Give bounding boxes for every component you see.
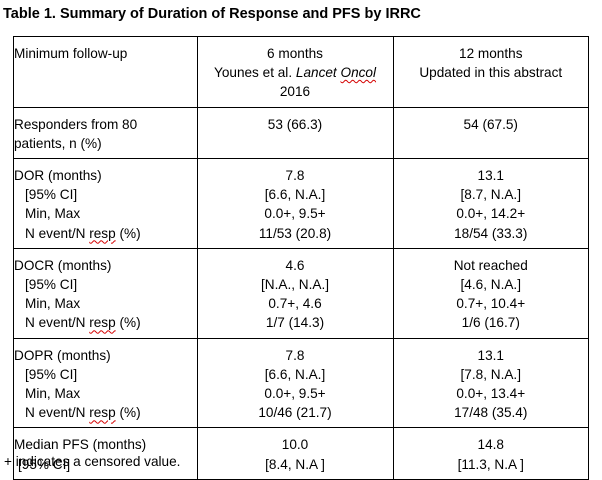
row-label: Min, Max — [14, 384, 198, 403]
row-label-part: (%) — [115, 225, 141, 241]
row-label-part: N event/N — [25, 315, 90, 331]
table-row: N event/N resp (%) 10/46 (21.7) 17/48 (3… — [14, 403, 589, 428]
header-col1: 6 months Younes et al. Lancet Oncol — [196, 36, 394, 83]
row-label-text: N event/N resp (%) — [14, 224, 141, 243]
row-label-text: [95% CI] — [18, 456, 71, 472]
row-value-col1: 10.0 — [196, 427, 394, 455]
header-label: Minimum follow-up — [13, 36, 197, 83]
row-value-col1: 11/53 (20.8) — [196, 223, 394, 249]
row-label-text: [95% CI] — [25, 366, 78, 382]
responders-col1: 53 (66.3) — [196, 106, 394, 134]
row-value-col1: 7.8 — [196, 337, 394, 365]
row-label-text: N event/N resp (%) — [14, 403, 141, 422]
row-label: N event/N resp (%) — [14, 313, 198, 338]
header-col1-year: 2016 — [196, 82, 394, 108]
row-label-part: (%) — [115, 315, 141, 331]
row-value-col1: 0.0+, 9.5+ — [196, 384, 394, 404]
header-col1-journal-a: Lancet — [295, 65, 337, 81]
header-label-text: Minimum follow-up — [14, 46, 128, 61]
row-value-col1: [6.6, N.A.] — [196, 185, 394, 205]
row-label: Median PFS (months) — [13, 427, 197, 455]
responders-col2: 54 (67.5) — [392, 106, 589, 134]
row-value-col1: 7.8 — [196, 158, 394, 186]
row-value-col2: 13.1 — [392, 337, 589, 365]
table-row: DOR (months) 7.8 13.1 — [13, 158, 589, 186]
row-label: DOCR (months) — [13, 247, 197, 276]
header-col1-journal-b: Oncol — [340, 65, 377, 81]
row-value-col2: [8.7, N.A.] — [392, 185, 589, 205]
row-label-part: resp — [89, 405, 116, 421]
row-value-col1: [N.A., N.A.] — [196, 275, 394, 295]
row-value-col2: 0.0+, 14.2+ — [392, 204, 589, 224]
row-value-col2: 1/6 (16.7) — [392, 313, 589, 339]
row-label-text: Min, Max — [25, 296, 81, 312]
row-value-col2: 13.1 — [392, 158, 589, 186]
row-label-part: N event/N — [25, 405, 90, 421]
row-value-col1: 1/7 (14.3) — [196, 313, 394, 339]
row-value-col1: 0.0+, 9.5+ — [196, 204, 394, 224]
row-label-text: Min, Max — [25, 386, 81, 402]
row-value-col1: [6.6, N.A.] — [196, 364, 394, 385]
row-value-col2: [11.3, N.A ] — [392, 454, 589, 480]
summary-table: Minimum follow-up 6 months Younes et al.… — [13, 36, 589, 480]
row-value-col1: [8.4, N.A ] — [196, 454, 394, 480]
row-value-col1: 0.7+, 4.6 — [196, 294, 394, 314]
row-label-part: resp — [89, 315, 116, 331]
table-row: DOPR (months) 7.8 13.1 — [13, 337, 589, 365]
header-col1-line1: 6 months — [267, 46, 323, 61]
row-label: [95% CI] — [14, 185, 198, 204]
table-row: DOCR (months) 4.6 Not reached — [13, 247, 589, 276]
header-col2: 12 months Updated in this abstract — [392, 36, 589, 83]
row-value-col1: 4.6 — [196, 247, 394, 276]
row-value-col2: [7.8, N.A.] — [392, 364, 589, 385]
row-label: [95% CI] — [14, 365, 198, 384]
row-label-text: N event/N resp (%) — [14, 313, 141, 332]
table-title: Table 1. Summary of Duration of Response… — [3, 6, 421, 22]
row-label-part: N event/N — [25, 225, 90, 241]
row-label: DOPR (months) — [13, 337, 197, 365]
table-row: Median PFS (months) 10.0 14.8 — [13, 427, 589, 455]
row-value-col2: 0.0+, 13.4+ — [392, 384, 589, 404]
table-row: Min, Max 0.0+, 9.5+ 0.0+, 13.4+ — [14, 384, 589, 404]
row-value-col2: 17/48 (35.4) — [392, 403, 589, 428]
header-row-year: 2016 — [14, 82, 589, 108]
row-label: [95% CI] — [14, 275, 198, 294]
responders-row-2: patients, n (%) — [14, 133, 589, 159]
row-label-part: (%) — [115, 405, 141, 421]
row-label: Min, Max — [14, 294, 198, 313]
table-row: Min, Max 0.7+, 4.6 0.7+, 10.4+ — [14, 294, 589, 314]
row-label-text: [95% CI] — [25, 187, 78, 203]
row-label: DOR (months) — [13, 158, 197, 186]
row-value-col1: 10/46 (21.7) — [196, 403, 394, 428]
header-col1-citation: Younes et al. Lancet Oncol — [198, 63, 393, 82]
row-label-text: [95% CI] — [25, 277, 78, 293]
table-row: [95% CI] [N.A., N.A.] [4.6, N.A.] — [14, 275, 589, 295]
row-label-text: Min, Max — [25, 206, 81, 222]
responders-label-line1: Responders from 80 — [14, 116, 138, 132]
responders-label: Responders from 80 — [13, 106, 197, 134]
row-value-col2: [4.6, N.A.] — [392, 275, 589, 295]
responders-row: Responders from 80 53 (66.3) 54 (67.5) — [13, 106, 589, 134]
table-row: Min, Max 0.0+, 9.5+ 0.0+, 14.2+ — [14, 204, 589, 224]
responders-label-line2: patients, n (%) — [14, 135, 102, 151]
table-row: [95% CI] [6.6, N.A.] [8.7, N.A.] — [14, 185, 589, 205]
row-label-part: resp — [89, 225, 116, 241]
row-value-col2: Not reached — [392, 247, 589, 276]
row-label: N event/N resp (%) — [14, 224, 198, 249]
header-col1-author: Younes et al. — [214, 65, 293, 81]
row-label: N event/N resp (%) — [14, 403, 198, 428]
table-row: N event/N resp (%) 1/7 (14.3) 1/6 (16.7) — [14, 313, 589, 339]
table-row: [95% CI] [6.6, N.A.] [7.8, N.A.] — [14, 364, 589, 385]
header-col2-line2: Updated in this abstract — [419, 65, 563, 81]
table-row: N event/N resp (%) 11/53 (20.8) 18/54 (3… — [14, 223, 589, 249]
row-label: Min, Max — [14, 204, 198, 223]
row-value-col2: 14.8 — [392, 427, 589, 455]
header-col2-line1: 12 months — [459, 46, 523, 61]
header-row: Minimum follow-up 6 months Younes et al.… — [13, 36, 589, 83]
footnote: + indicates a censored value. — [4, 454, 181, 469]
row-value-col2: 0.7+, 10.4+ — [392, 294, 589, 314]
row-value-col2: 18/54 (33.3) — [392, 223, 589, 249]
